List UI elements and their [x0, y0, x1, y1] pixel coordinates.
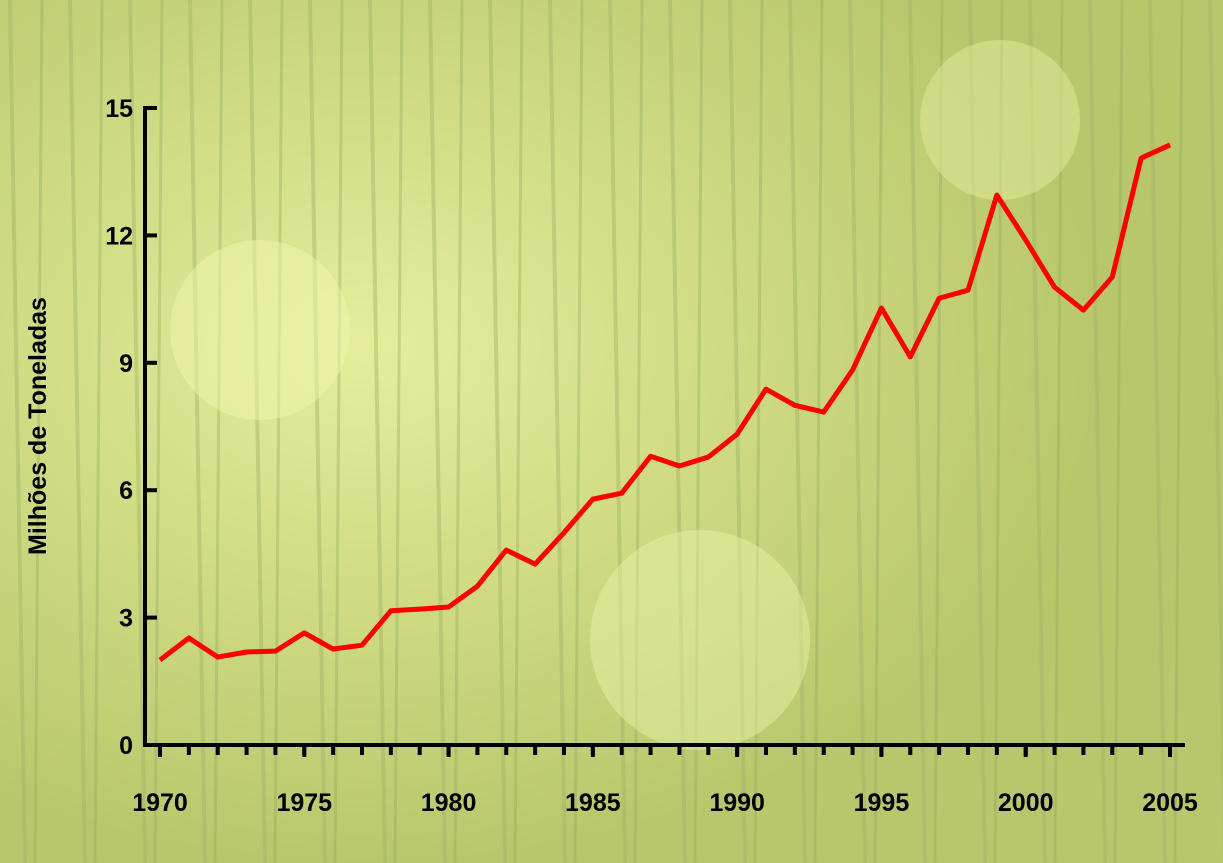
y-tick-label: 0 [119, 732, 133, 760]
x-tick-label: 2000 [998, 789, 1054, 817]
x-tick-label: 1980 [421, 789, 477, 817]
data-line [158, 142, 1172, 663]
x-tick-label: 1995 [854, 789, 910, 817]
y-axis-label: Milhões de Toneladas [24, 297, 52, 555]
y-tick-label: 9 [119, 350, 133, 378]
background-blob [590, 530, 810, 750]
background-blob [920, 40, 1080, 200]
x-tick-label: 1970 [132, 789, 188, 817]
x-tick-label: 1975 [276, 789, 332, 817]
x-tick-label: 2005 [1142, 789, 1198, 817]
y-tick-label: 6 [119, 477, 133, 505]
background-blob [170, 240, 350, 420]
x-tick-label: 1990 [709, 789, 765, 817]
x-tick-label: 1985 [565, 789, 621, 817]
y-tick-label: 12 [105, 222, 133, 250]
y-tick-label: 15 [105, 95, 133, 123]
y-tick-label: 3 [119, 605, 133, 633]
